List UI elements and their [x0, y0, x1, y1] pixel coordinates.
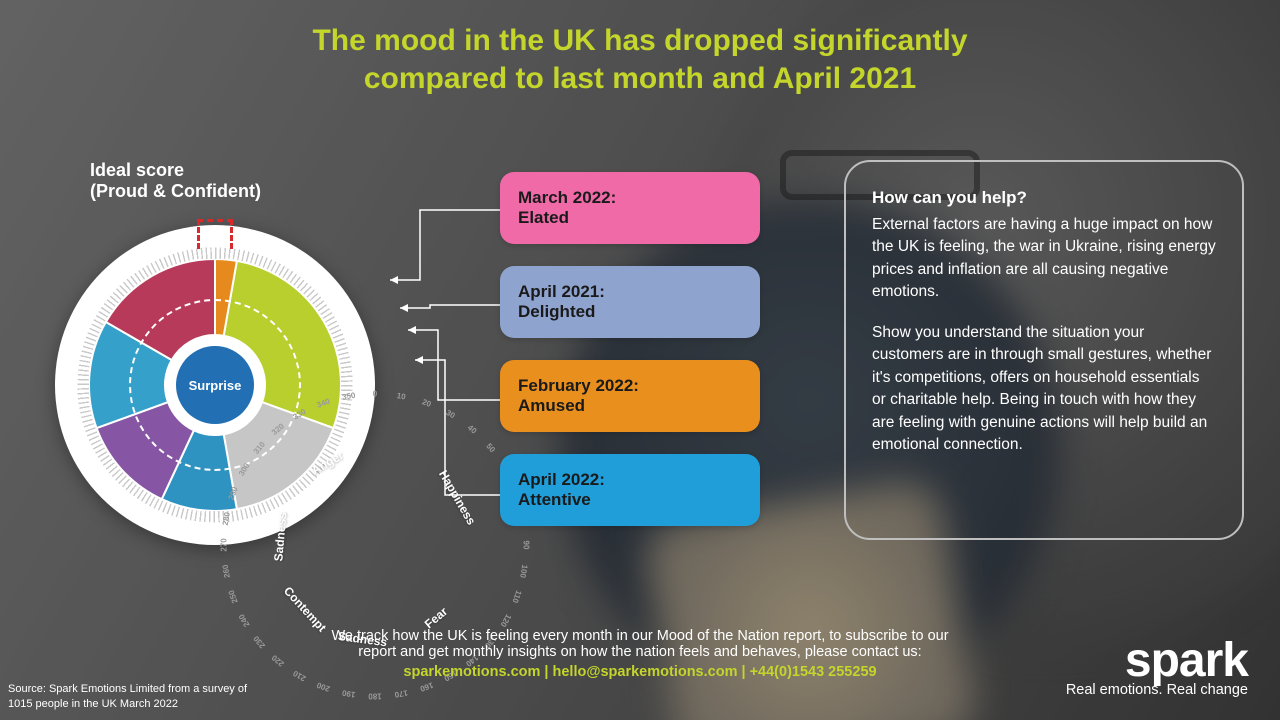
headline-line1: The mood in the UK has dropped significa…: [0, 22, 1280, 60]
chip-date: February 2022:: [518, 376, 742, 396]
mood-chip: March 2022:Elated: [500, 172, 760, 244]
source-line1: Source: Spark Emotions Limited from a su…: [8, 682, 247, 697]
headline: The mood in the UK has dropped significa…: [0, 22, 1280, 97]
dial-number: 270: [220, 538, 229, 551]
emotion-wheel: Surprise HappinessFearSadnessContemptSad…: [55, 225, 375, 545]
ideal-marker: [197, 219, 233, 249]
ideal-score-label: Ideal score (Proud & Confident): [90, 160, 261, 202]
dial-number: 180: [368, 692, 381, 701]
mood-chip: April 2022:Attentive: [500, 454, 760, 526]
connector-arrow-icon: [408, 326, 416, 334]
brand-block: spark Real emotions. Real change: [1066, 633, 1248, 698]
chip-mood: Elated: [518, 208, 742, 228]
chip-date: April 2022:: [518, 470, 742, 490]
mood-chip: February 2022:Amused: [500, 360, 760, 432]
mood-chips: March 2022:Elated April 2021:Delighted Feb…: [500, 172, 780, 548]
ideal-line2: (Proud & Confident): [90, 181, 261, 202]
mood-chip: April 2021:Delighted: [500, 266, 760, 338]
source-credit: Source: Spark Emotions Limited from a su…: [8, 682, 247, 712]
panel-heading: How can you help?: [872, 188, 1216, 208]
connector-lines: [360, 230, 520, 530]
connector-line: [408, 330, 500, 400]
wheel-hub-label: Surprise: [189, 378, 242, 393]
headline-line2: compared to last month and April 2021: [0, 60, 1280, 98]
infographic-stage: The mood in the UK has dropped significa…: [0, 0, 1280, 720]
chip-mood: Amused: [518, 396, 742, 416]
brand-tagline: Real emotions. Real change: [1066, 682, 1248, 698]
source-line2: 1015 people in the UK March 2022: [8, 697, 247, 712]
panel-para-2: Show you understand the situation your c…: [872, 322, 1216, 457]
chip-mood: Delighted: [518, 302, 742, 322]
panel-para-1: External factors are having a huge impac…: [872, 214, 1216, 304]
connector-arrow-icon: [390, 276, 398, 284]
connector-line: [400, 305, 500, 308]
connector-arrow-icon: [400, 304, 408, 312]
wheel-hub: Surprise: [176, 346, 254, 424]
ideal-line1: Ideal score: [90, 160, 261, 181]
chip-date: March 2022:: [518, 188, 742, 208]
chip-mood: Attentive: [518, 490, 742, 510]
connector-line: [415, 360, 500, 495]
help-panel: How can you help? External factors are h…: [844, 160, 1244, 540]
brand-word: spark: [1066, 633, 1248, 688]
connector-arrow-icon: [415, 356, 423, 364]
chip-date: April 2021:: [518, 282, 742, 302]
